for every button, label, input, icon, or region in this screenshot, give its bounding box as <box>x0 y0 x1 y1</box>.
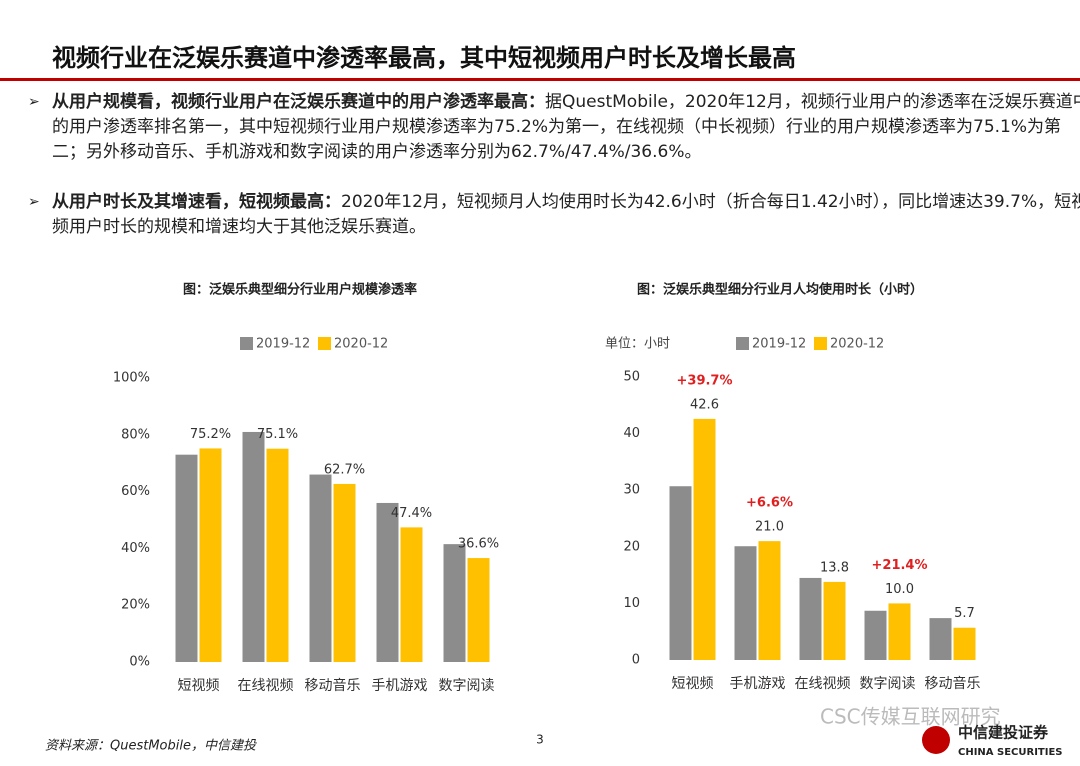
growth-annotation: +21.4% <box>872 558 928 573</box>
bar <box>467 558 490 662</box>
y-tick-label: 60% <box>121 484 150 499</box>
chart-title: 图：泛娱乐典型细分行业月人均使用时长（小时） <box>637 282 923 298</box>
value-label: 10.0 <box>885 582 914 597</box>
bar <box>175 454 198 662</box>
value-label: 21.0 <box>755 520 784 535</box>
bullet: 从用户规模看，视频行业用户在泛娱乐赛道中的用户渗透率最高：据QuestMobil… <box>28 90 1080 165</box>
bullet-lead: 从用户时长及其增速看，短视频最高： <box>52 192 341 212</box>
value-label: 42.6 <box>690 397 719 412</box>
legend-label: 2020-12 <box>830 337 884 352</box>
y-tick-label: 50 <box>623 370 640 385</box>
legend-swatch <box>318 337 331 350</box>
value-label: 75.2% <box>190 427 231 442</box>
unit-label: 单位：小时 <box>605 337 670 352</box>
logo-mark <box>922 726 950 754</box>
value-label: 62.7% <box>324 462 365 477</box>
chart-title: 图：泛娱乐典型细分行业用户规模渗透率 <box>183 282 417 298</box>
bar <box>888 603 911 660</box>
x-tick-label: 手机游戏 <box>372 678 428 694</box>
value-label: 75.1% <box>257 427 298 442</box>
bar <box>376 502 399 662</box>
y-tick-label: 0 <box>632 653 640 668</box>
y-tick-label: 20% <box>121 598 150 613</box>
x-tick-label: 移动音乐 <box>925 675 981 692</box>
y-tick-label: 80% <box>121 427 150 442</box>
value-label: 13.8 <box>820 560 849 575</box>
bullet-lead: 从用户规模看，视频行业用户在泛娱乐赛道中的用户渗透率最高： <box>52 92 545 112</box>
x-tick-label: 手机游戏 <box>730 676 786 692</box>
bullet-text: 2020年12月，短视频月人均使用时长为42.6小时（折合每日1.42小时），同… <box>52 192 1080 237</box>
legend-label: 2019-12 <box>256 337 310 352</box>
y-tick-label: 20 <box>623 539 640 554</box>
logo-en: CHINA SECURITIES <box>958 747 1063 758</box>
growth-annotation: +6.6% <box>746 496 793 511</box>
y-tick-label: 10 <box>623 596 640 611</box>
x-tick-label: 移动音乐 <box>305 677 361 694</box>
bar <box>929 618 952 660</box>
bar <box>693 418 716 660</box>
growth-annotation: +39.7% <box>677 373 733 388</box>
title-rule <box>0 78 1080 81</box>
y-tick-label: 100% <box>113 371 150 386</box>
bar <box>400 527 423 662</box>
bar <box>734 546 757 660</box>
page-number: 3 <box>536 733 544 747</box>
source: 资料来源：QuestMobile，中信建投 <box>45 739 257 754</box>
bullet-text: 据QuestMobile，2020年12月，视频行业用户的渗透率在泛娱乐赛道中的… <box>52 92 1080 162</box>
bar <box>242 431 265 662</box>
y-tick-label: 40 <box>623 426 640 441</box>
slide-title: 视频行业在泛娱乐赛道中渗透率最高，其中短视频用户时长及增长最高 <box>52 44 796 72</box>
bar <box>333 483 356 662</box>
bar <box>799 577 822 660</box>
legend-label: 2019-12 <box>752 337 806 352</box>
x-tick-label: 数字阅读 <box>860 675 916 692</box>
legend-swatch <box>240 337 253 350</box>
x-tick-label: 数字阅读 <box>439 677 495 694</box>
bar <box>443 544 466 662</box>
bar <box>953 627 976 660</box>
bullet: 从用户时长及其增速看，短视频最高：2020年12月，短视频月人均使用时长为42.… <box>28 190 1080 240</box>
x-tick-label: 在线视频 <box>238 678 294 694</box>
legend-swatch <box>736 337 749 350</box>
bar <box>199 448 222 662</box>
x-tick-label: 短视频 <box>672 676 714 692</box>
legend-label: 2020-12 <box>334 337 388 352</box>
value-label: 47.4% <box>391 506 432 521</box>
bar <box>823 581 846 660</box>
value-label: 36.6% <box>458 537 499 552</box>
value-label: 5.7 <box>954 606 975 621</box>
logo-cn: 中信建投证券 <box>958 724 1049 742</box>
watermark: CSC传媒互联网研究 <box>820 705 1001 729</box>
bar <box>309 474 332 662</box>
bar <box>266 448 289 662</box>
x-tick-label: 短视频 <box>178 678 220 694</box>
bar <box>864 610 887 660</box>
legend-swatch <box>814 337 827 350</box>
y-tick-label: 30 <box>623 483 640 498</box>
y-tick-label: 40% <box>121 541 150 556</box>
y-tick-label: 0% <box>129 655 150 670</box>
x-tick-label: 在线视频 <box>795 676 851 692</box>
bar <box>758 541 781 660</box>
bar <box>669 486 692 660</box>
